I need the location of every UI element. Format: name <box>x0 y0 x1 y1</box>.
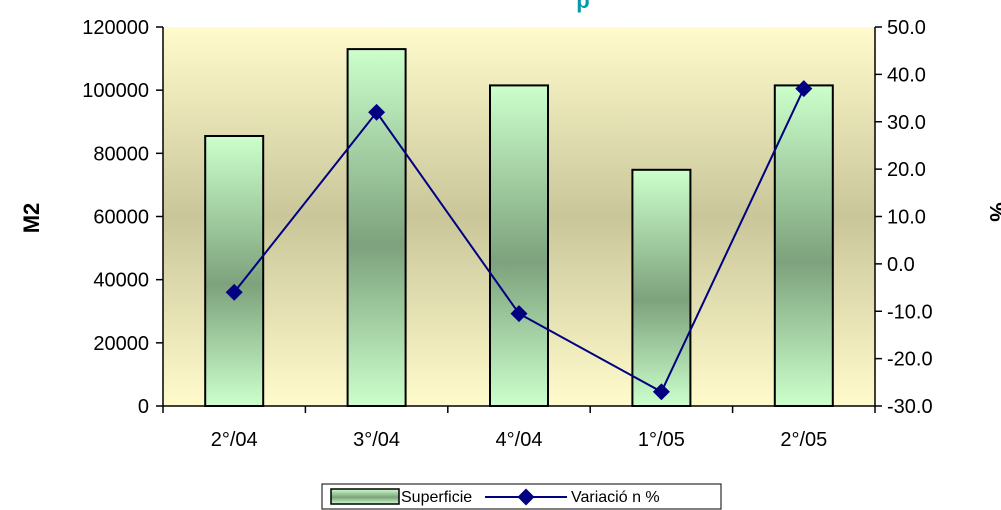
y-tick-label: 0 <box>138 396 149 418</box>
y-tick-label: 100000 <box>82 80 149 102</box>
y-axis-title: M2 <box>19 203 44 234</box>
y-tick-label: 40000 <box>93 270 149 292</box>
chart-title: p <box>576 0 589 13</box>
variacion-point-4 <box>652 383 670 401</box>
x-tick-label: 1°/05 <box>638 429 685 451</box>
variacion-point-3 <box>510 305 528 323</box>
variacion-point-5 <box>795 80 813 98</box>
y-tick-label: 20000 <box>93 333 149 355</box>
bar-1 <box>204 135 265 407</box>
legend-label-superficie: Superficie <box>401 489 472 506</box>
y2-tick-label: -10.0 <box>887 301 933 323</box>
variacion-point-1 <box>225 283 243 301</box>
y-tick-label: 120000 <box>82 17 149 39</box>
y2-tick-label: 20.0 <box>887 159 926 181</box>
y2-tick-label: -30.0 <box>887 396 933 418</box>
bar-3 <box>489 84 549 408</box>
y-tick-label: 80000 <box>93 143 149 165</box>
x-tick-label: 4°/04 <box>496 429 543 451</box>
y2-tick-label: 50.0 <box>887 17 926 39</box>
bar-4 <box>631 168 692 407</box>
y2-axis-title: % <box>985 202 1001 222</box>
legend-label-variacion: Variació n % <box>571 489 660 506</box>
bar-5 <box>773 84 834 408</box>
y2-tick-label: 30.0 <box>887 112 926 134</box>
legend: Superficie Variació n % <box>321 483 722 510</box>
x-tick-label: 2°/05 <box>780 429 827 451</box>
bar-2 <box>346 48 407 407</box>
variacion-point-2 <box>368 103 386 121</box>
legend-swatch-superficie <box>330 488 400 505</box>
legend-marker-variacion <box>517 488 535 506</box>
y2-tick-label: 0.0 <box>887 254 915 276</box>
y-tick-label: 60000 <box>93 207 149 229</box>
x-tick-label: 2°/04 <box>211 429 258 451</box>
y2-tick-label: 10.0 <box>887 207 926 229</box>
y2-tick-label: -20.0 <box>887 349 933 371</box>
x-tick-label: 3°/04 <box>353 429 400 451</box>
y2-tick-label: 40.0 <box>887 64 926 86</box>
